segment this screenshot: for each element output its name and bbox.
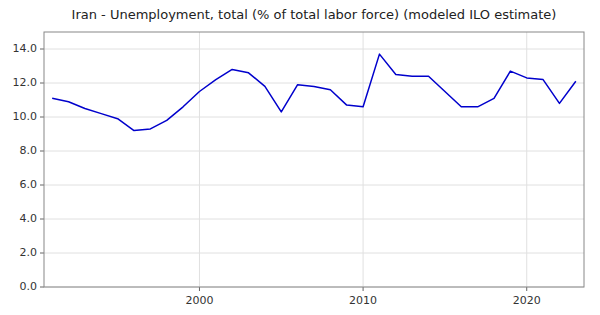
grid	[44, 32, 584, 287]
x-grid-line	[199, 32, 200, 287]
y-tick	[40, 185, 44, 186]
y-tick-label: 0.0	[20, 280, 38, 293]
y-tick	[40, 117, 44, 118]
y-tick	[40, 49, 44, 50]
x-tick-label: 2020	[513, 294, 541, 307]
y-tick-label: 6.0	[20, 178, 38, 191]
y-tick-label: 8.0	[20, 144, 38, 157]
y-tick-label: 12.0	[13, 76, 38, 89]
x-tick	[363, 287, 364, 291]
x-grid-line	[363, 32, 364, 287]
y-grid-line	[44, 49, 584, 50]
y-tick-label: 2.0	[20, 246, 38, 259]
x-tick-label: 2010	[349, 294, 377, 307]
x-tick	[526, 287, 527, 291]
y-grid-line	[44, 219, 584, 220]
x-grid-line	[526, 32, 527, 287]
axes: 0.0 2.0 4.0 6.0 8.0 10.0 12.0 14.0 2000 2010 2020	[13, 32, 585, 307]
plot-frame	[44, 32, 584, 287]
chart-container: 0.0 2.0 4.0 6.0 8.0 10.0 12.0 14.0 2000 2010 2020 I…	[0, 0, 600, 315]
y-tick-label: 4.0	[20, 212, 38, 225]
x-tick-label: 2000	[185, 294, 213, 307]
y-tick-label: 10.0	[13, 110, 38, 123]
y-grid-line	[44, 185, 584, 186]
y-tick	[40, 83, 44, 84]
y-tick	[40, 151, 44, 152]
y-grid-line	[44, 117, 584, 118]
title: Iran - Unemployment, total (% of total l…	[72, 7, 557, 22]
y-grid-line	[44, 151, 584, 152]
x-tick	[199, 287, 200, 291]
y-tick	[40, 253, 44, 254]
y-tick-label: 14.0	[13, 42, 38, 55]
chart-svg: 0.0 2.0 4.0 6.0 8.0 10.0 12.0 14.0 2000 2010 2020 I…	[0, 0, 600, 315]
series-group	[52, 54, 576, 131]
y-tick	[40, 287, 44, 288]
line	[52, 54, 576, 131]
y-grid-line	[44, 253, 584, 254]
y-tick	[40, 219, 44, 220]
